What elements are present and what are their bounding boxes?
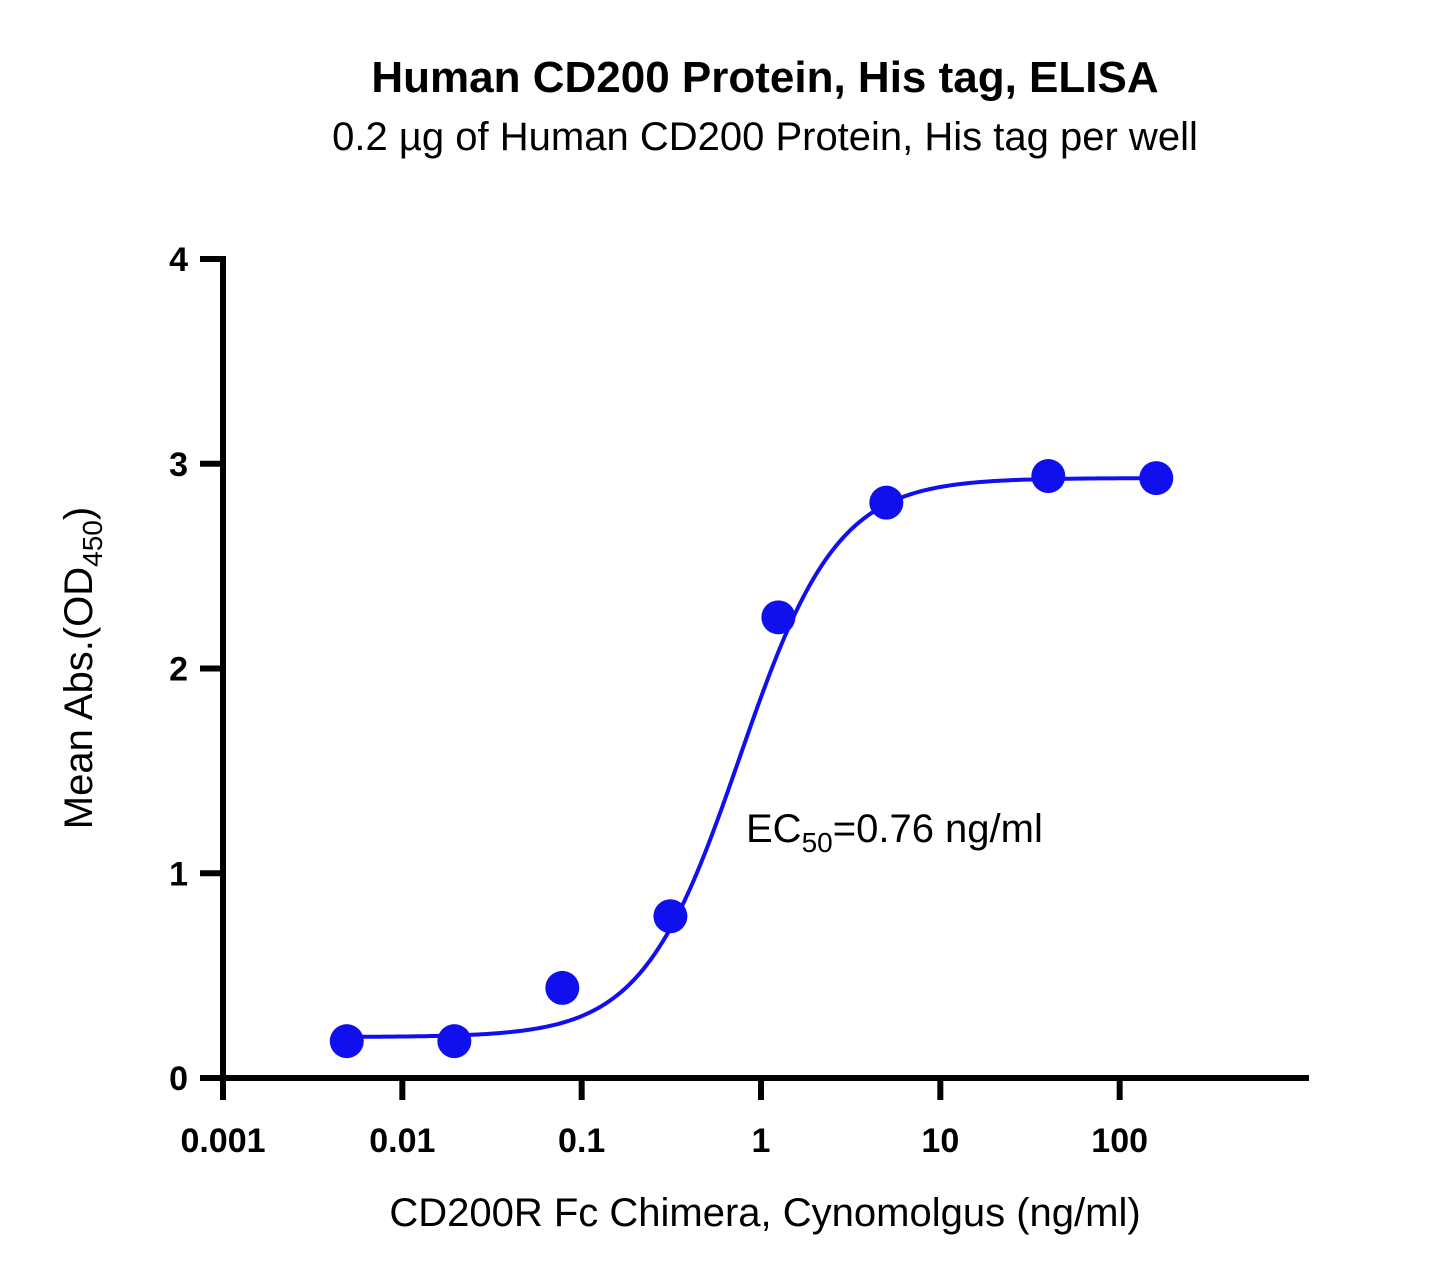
y-axis-label-sub: 450 [77,520,108,567]
data-point [329,1024,364,1059]
ec50-value: =0.76 ng/ml [833,807,1043,851]
data-point [437,1024,472,1059]
ec50-prefix: EC [746,807,802,851]
x-tick-label: 0.001 [180,1122,265,1160]
data-point [1031,459,1066,494]
x-tick-label: 1 [752,1122,771,1160]
x-tick-label: 0.1 [558,1122,605,1160]
x-axis-label: CD200R Fc Chimera, Cynomolgus (ng/ml) [389,1191,1140,1235]
x-tick-label: 10 [921,1122,959,1160]
x-tick-label: 0.01 [369,1122,435,1160]
y-axis-label: Mean Abs.(OD450) [57,507,108,829]
y-tick-label: 2 [169,651,188,689]
ec50-annotation: EC50=0.76 ng/ml [746,807,1043,858]
chart-title: Human CD200 Protein, His tag, ELISA [371,53,1158,102]
y-axis-ticks: 0 1 2 3 4 [169,241,223,1098]
y-tick-label: 4 [169,241,188,279]
y-tick-label: 3 [169,446,188,484]
fit-curve-layer [346,476,1157,1039]
y-tick-label: 0 [169,1060,188,1098]
data-points-layer [329,459,1174,1059]
y-axis-label-main: Mean Abs.(OD [57,567,101,829]
y-tick-label: 1 [169,855,188,893]
data-point [761,600,796,635]
data-point [545,970,580,1005]
data-point [653,899,688,934]
fit-curve [346,476,1157,1039]
y-axis-label-close: ) [57,507,101,520]
x-axis-ticks: 0.001 0.01 0.1 1 10 100 [180,1078,1148,1160]
data-point [1139,461,1174,496]
data-point [869,485,904,520]
ec50-subscript: 50 [802,827,833,858]
chart-subtitle: 0.2 µg of Human CD200 Protein, His tag p… [332,115,1198,159]
x-tick-label: 100 [1091,1122,1148,1160]
